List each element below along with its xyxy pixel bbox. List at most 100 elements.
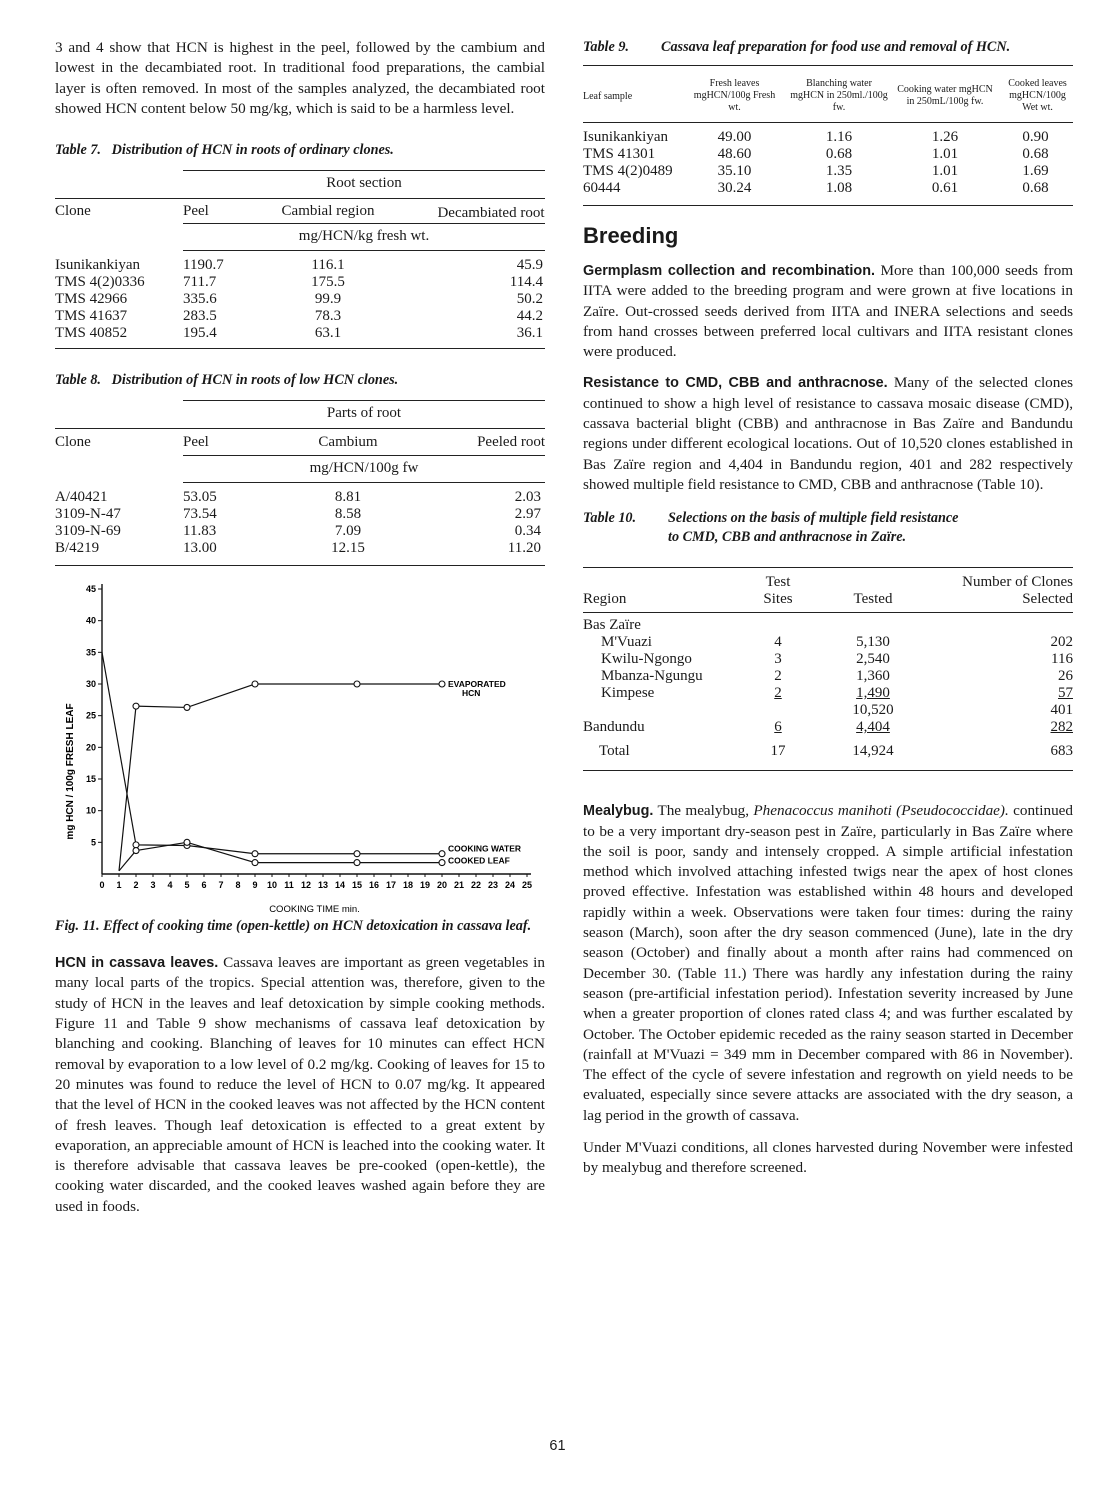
table7-col-decambiated-text: Decambiated root	[437, 205, 545, 222]
breeding-heading: Breeding	[583, 223, 679, 248]
table10-row: Kwilu-Ngongo 3 2,540 116	[583, 651, 1073, 668]
table8-unit: mg/HCN/100g fw	[183, 455, 545, 484]
table9-cell-2: 1.16	[825, 129, 853, 145]
table10-bandundu-selected: 282	[933, 719, 1074, 736]
table8-row: 3109-N-69 11.83 7.09 0.34	[55, 523, 545, 540]
series-point-2	[183, 838, 191, 847]
series-point-1	[132, 841, 140, 849]
table7-cell-0: TMS 41637	[55, 308, 128, 325]
x-tick-label: 14	[335, 880, 345, 890]
hcn-leaves-heading: HCN in cassava leaves.	[55, 955, 219, 972]
x-tick-label: 13	[318, 880, 328, 890]
table7-cell-1: 335.6	[183, 291, 217, 308]
right-column: Table 9. Cassava leaf preparation for foo…	[583, 38, 1073, 1179]
table9-cell-1: 30.24	[717, 180, 752, 196]
table10-cell-0: Mbanza-Ngungu	[601, 668, 703, 685]
table7-cell-2: 63.1	[314, 325, 342, 342]
x-tick-label: 9	[252, 880, 257, 890]
series-line-2	[118, 841, 442, 872]
germplasm-heading: Germplasm collection and recombination.	[583, 263, 875, 279]
table8-cell-3: 11.20	[507, 540, 541, 557]
table7-row: TMS 41637 283.5 78.3 44.2	[55, 308, 545, 325]
table10-bandundu-tested: 4,404	[813, 719, 933, 736]
x-tick-label: 5	[184, 880, 189, 890]
table9-cell-1: 49.00	[717, 129, 752, 145]
table10-cell-1: 3	[774, 651, 782, 668]
series-point-0	[251, 680, 259, 688]
table8-group-header: Parts of root	[183, 400, 545, 429]
y-axis-label: mg HCN / 100g FRESH LEAF	[65, 704, 76, 840]
table10-head-number: Number of Clones	[962, 574, 1073, 591]
table10-cell-value: 57	[1058, 685, 1073, 702]
germplasm-paragraph: Germplasm collection and recombination. …	[583, 261, 1073, 362]
table10-caption: Table 10. Selections on the basis of mult…	[583, 509, 1073, 547]
figure11-title: Effect of cooking time (open-kettle) on …	[103, 918, 532, 935]
table10-label: Table 10.	[583, 510, 637, 527]
y-tick-label: 20	[86, 743, 96, 753]
table7-cell-1: 1190.7	[183, 257, 224, 274]
x-tick-label: 7	[218, 880, 223, 890]
series-point-0	[353, 680, 361, 688]
table10-row: Kimpese 2 1,490 57	[583, 685, 1073, 702]
table10-head-selected: Selected	[1022, 591, 1073, 608]
table10-head-tested: Tested	[853, 591, 893, 608]
table10-total-tested: 14,924	[852, 743, 894, 760]
table7-row: TMS 4(2)0336 711.7 175.5 114.4	[55, 274, 545, 291]
hcn-leaves-paragraph: HCN in cassava leaves. Cassava leaves ar…	[55, 953, 545, 1217]
mvuazi-paragraph: Under M'Vuazi conditions, all clones har…	[583, 1139, 1073, 1177]
table10-bandundu-sites-val: 6	[774, 719, 782, 736]
x-tick-label: 10	[267, 880, 277, 890]
table8-row: B/4219 13.00 12.15 11.20	[55, 540, 545, 566]
table7-row: TMS 40852 195.4 63.1 36.1	[55, 325, 545, 349]
table8-col-cambium: Cambium	[318, 434, 378, 451]
series-point-2	[438, 859, 446, 867]
table10-total-sites: 17	[770, 743, 786, 760]
table10-row: Mbanza-Ngungu 2 1,360 26	[583, 668, 1073, 685]
table7-caption: Table 7. Distribution of HCN in roots of…	[55, 141, 545, 160]
table8-cell-1: 73.54	[183, 506, 217, 523]
table7-cell-3: 50.2	[516, 291, 543, 308]
table10-bandundu-tested-val: 4,404	[856, 719, 890, 736]
table8-cell-0: 3109-N-47	[55, 506, 121, 523]
table7-cell-1: 711.7	[183, 274, 217, 291]
table8-caption: Table 8. Distribution of HCN in roots of…	[55, 371, 545, 390]
x-tick-label: 15	[352, 880, 362, 890]
table8-cell-1: 11.83	[183, 523, 217, 540]
table7-col-clone: Clone	[55, 203, 91, 220]
table10-subtotal-tested: 10,520	[852, 702, 894, 719]
table7-cell-1: 283.5	[183, 308, 217, 325]
y-tick-label: 40	[86, 616, 96, 626]
x-tick-label: 20	[437, 880, 447, 890]
x-tick-label: 21	[454, 880, 464, 890]
x-tick-label: 1	[116, 880, 121, 890]
hcn-leaves-text: Cassava leaves are important as green ve…	[55, 954, 545, 1215]
table9-row: TMS 41301 48.60 0.68 1.01 0.68	[583, 146, 1073, 163]
table10-cell-3: 57	[933, 685, 1073, 702]
table9-cell-0: TMS 41301	[583, 146, 656, 162]
series-point-2	[353, 859, 361, 867]
y-tick-label: 5	[91, 838, 96, 848]
series-point-2	[132, 847, 140, 855]
table9-cell-2: 1.08	[825, 180, 853, 196]
table8-row: A/40421 53.05 8.81 2.03	[55, 483, 545, 507]
series-label-2: COOKED LEAF	[448, 856, 510, 866]
table9-row: TMS 4(2)0489 35.10 1.35 1.01 1.69	[583, 163, 1073, 180]
table7-cell-0: TMS 40852	[55, 325, 128, 342]
x-tick-label: 4	[167, 880, 172, 890]
table9-row: Isunikankiyan 49.00 1.16 1.26 0.90	[583, 123, 1073, 147]
table9-label: Table 9.	[583, 39, 629, 55]
x-tick-label: 16	[369, 880, 379, 890]
table10-cell-2: 5,130	[856, 634, 890, 651]
table9-title: Cassava leaf preparation for food use an…	[661, 39, 1011, 55]
table10-bandundu-selected-val: 282	[1050, 719, 1074, 736]
table9-cell-0: Isunikankiyan	[583, 129, 668, 145]
table8-cell-1: 13.00	[183, 540, 217, 557]
table7-title: Distribution of HCN in roots of ordinary…	[111, 142, 394, 159]
table7-cell-2: 78.3	[314, 308, 342, 325]
table10-cell-value: 2	[774, 685, 782, 702]
series-point-1	[353, 850, 361, 858]
table10-bandundu-sites: 6	[743, 719, 813, 736]
mealybug-text-b: continued to be a very important dry-sea…	[583, 802, 1073, 1124]
table7-row: Isunikankiyan 1190.7 116.1 45.9	[55, 251, 545, 275]
series-label-1: COOKING WATER	[448, 844, 521, 854]
